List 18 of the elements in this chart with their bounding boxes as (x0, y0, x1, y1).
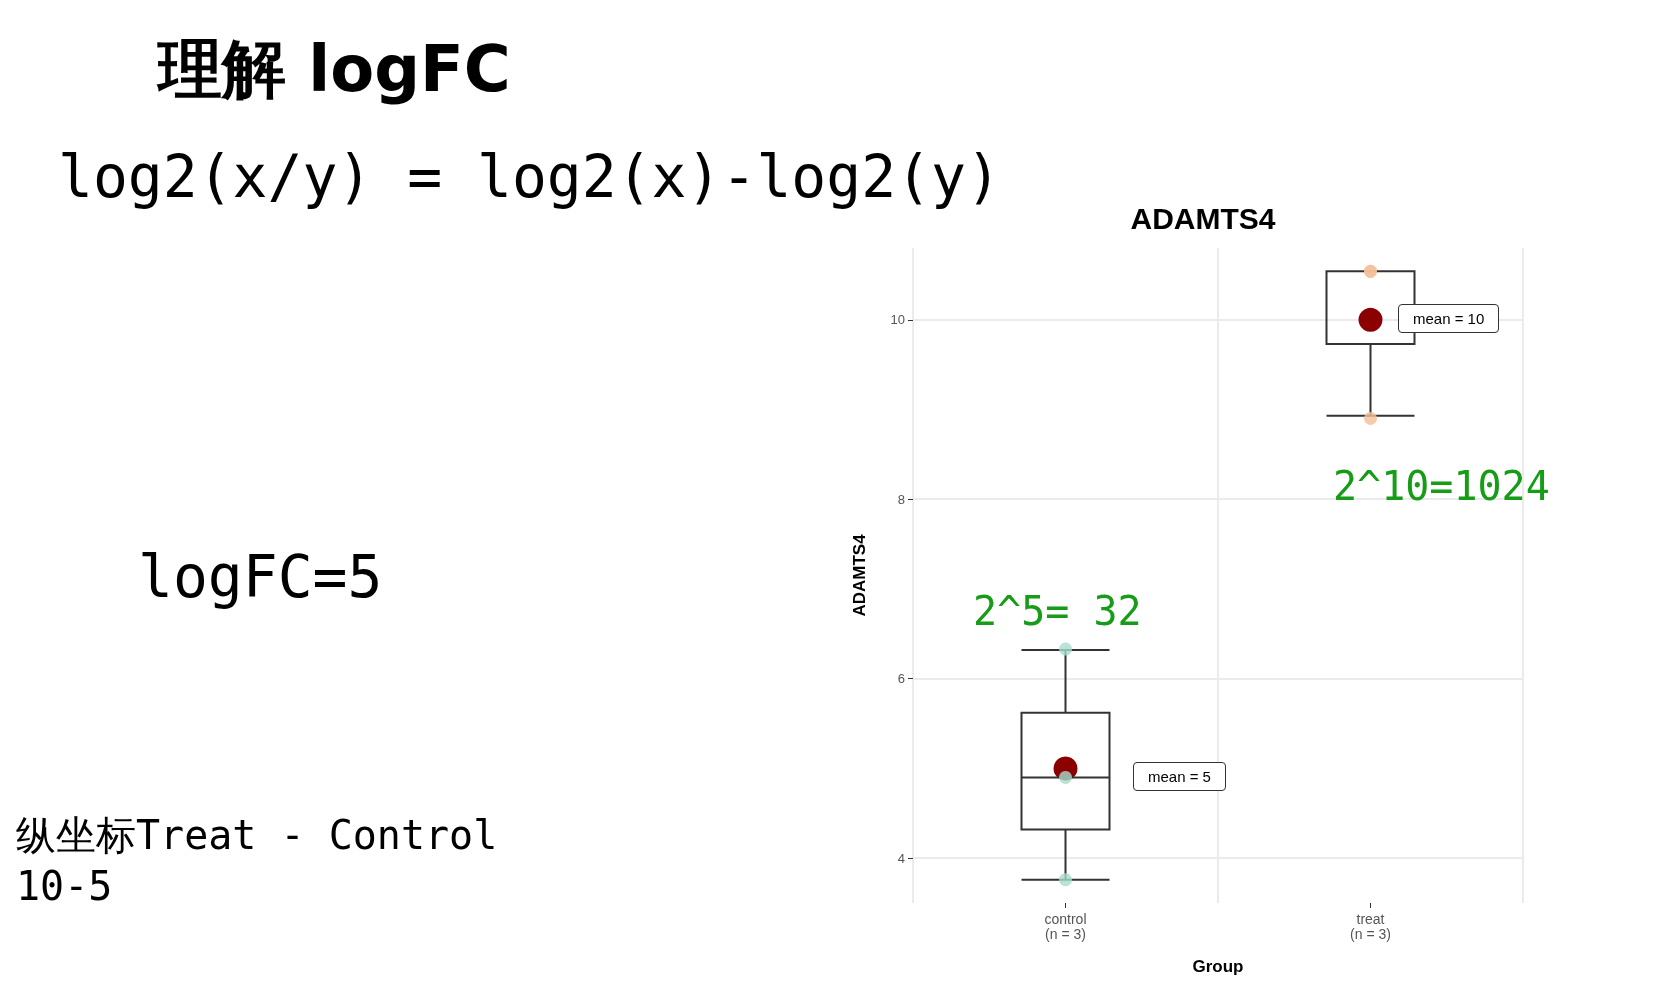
text: 10-5 (16, 863, 113, 909)
text: 理解 logFC (158, 31, 511, 108)
x-tick-label: treat (n = 3) (1350, 910, 1391, 942)
y-tick-label: 8 (897, 491, 905, 507)
y-tick-label: 10 (890, 312, 905, 328)
annotation: 2^5= 32 (973, 588, 1142, 634)
annotation: mean = 5 (1133, 762, 1226, 791)
text: 纵坐标Treat - Control (16, 811, 498, 860)
y-tick-label: 4 (897, 850, 905, 866)
chart-title: ADAMTS4 (1130, 201, 1276, 235)
x-tick-label: control (n = 3) (1044, 910, 1087, 942)
x-axis-title: Group (1192, 957, 1244, 976)
annotation: mean = 10 (1398, 304, 1500, 333)
y-axis-title: ADAMTS4 (850, 533, 869, 617)
y-tick-label: 6 (897, 671, 905, 687)
text: log2(x/y) = log2(x)-log2(y) (58, 143, 1001, 211)
annotation: 2^10=1024 (1333, 463, 1550, 509)
text: logFC=5 (138, 543, 383, 611)
